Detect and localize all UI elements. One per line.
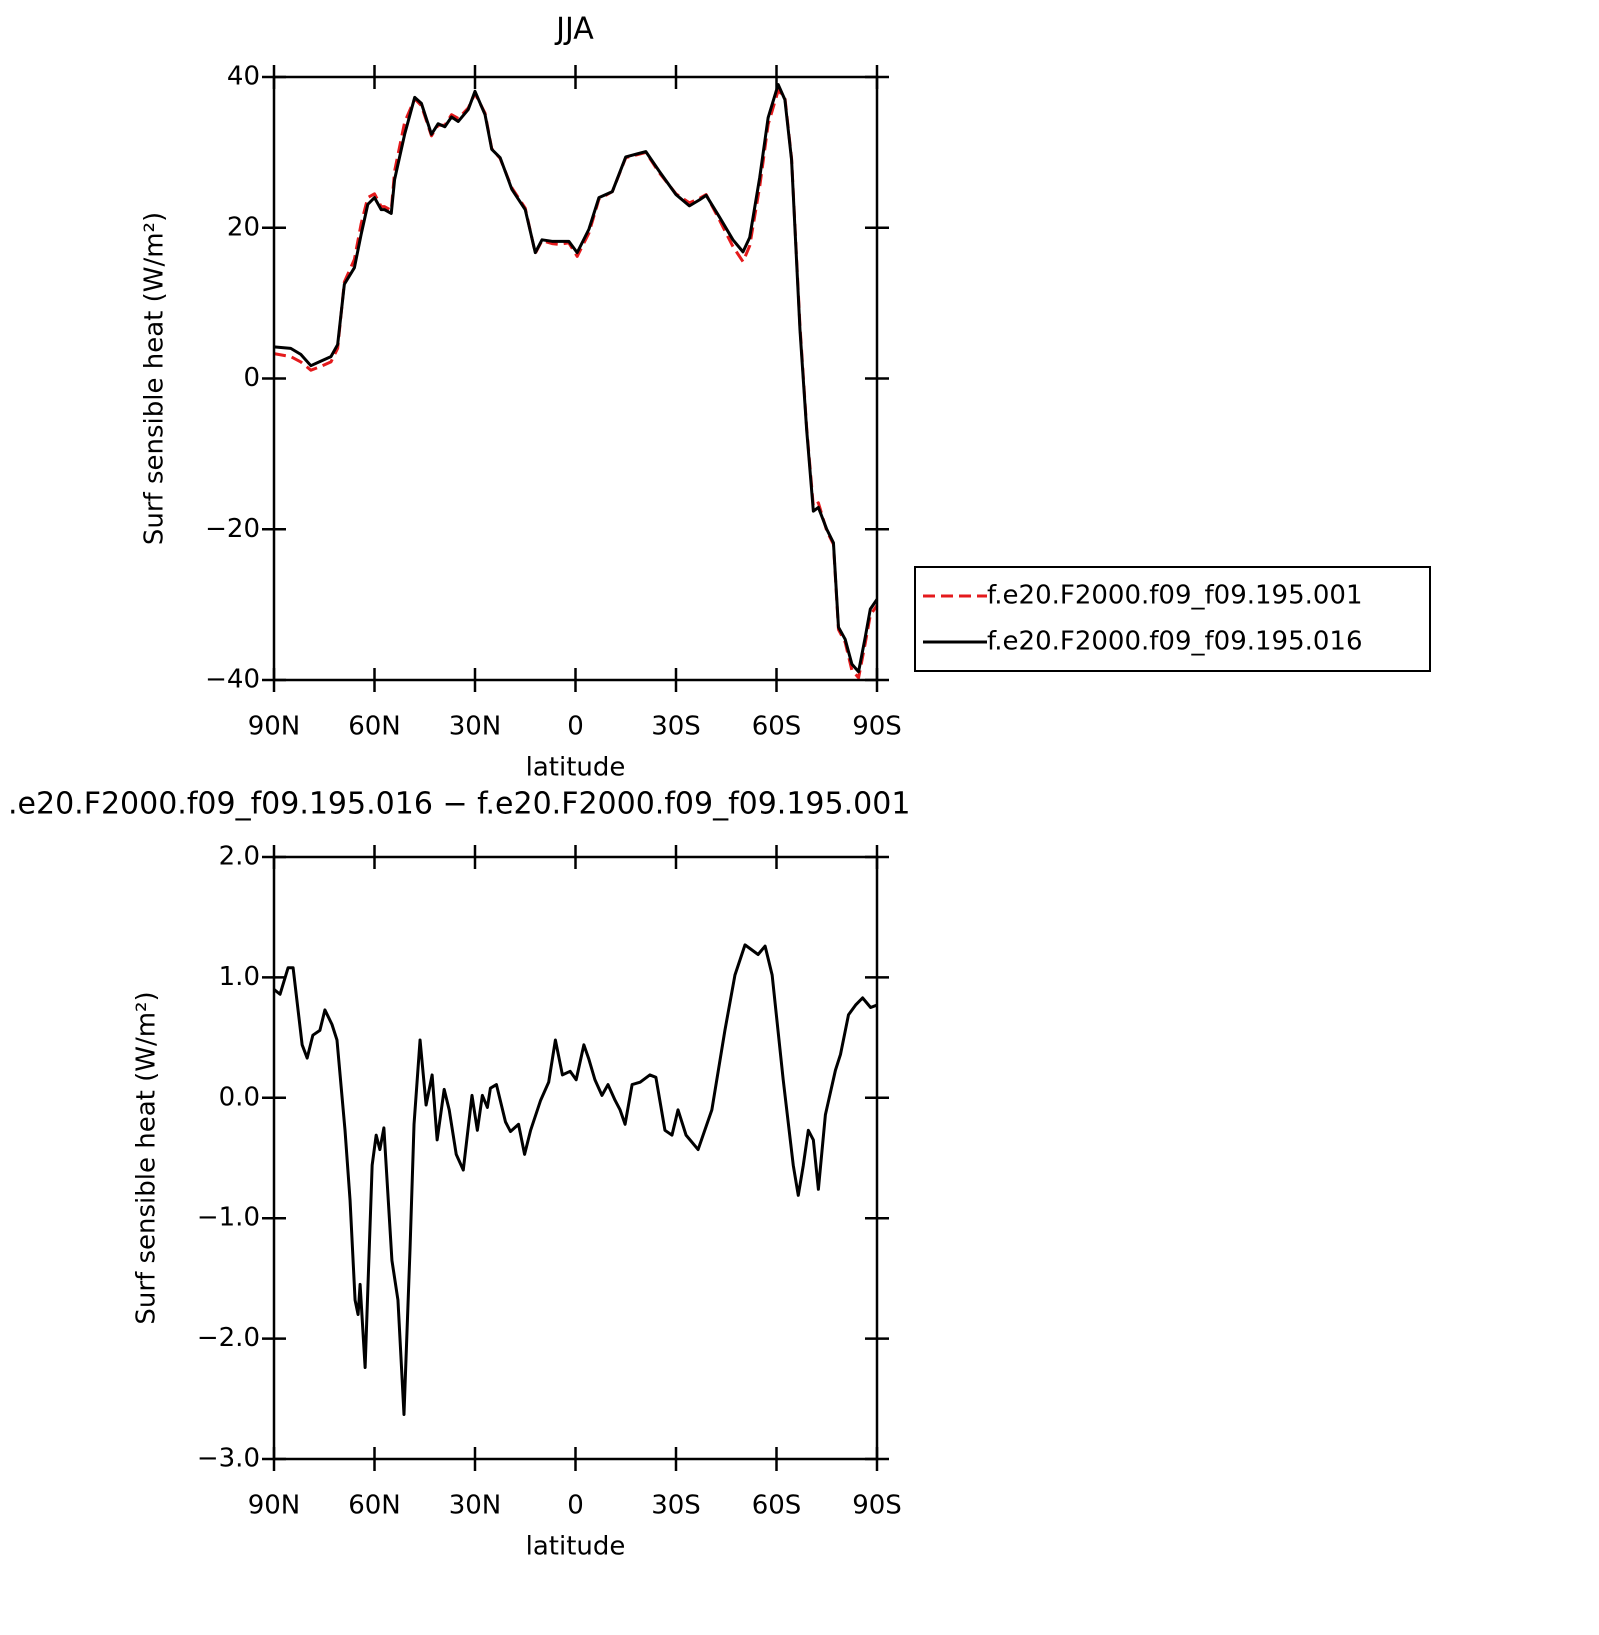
x-tick-label: 30S: [651, 712, 701, 742]
x-tick-label: 90N: [248, 1491, 301, 1521]
plot-frame: [272, 75, 879, 682]
x-tick-label: 60N: [348, 712, 401, 742]
x-tick-label: 60S: [752, 1491, 802, 1521]
legend-label: f.e20.F2000.f09_f09.195.016: [987, 627, 1363, 657]
x-tick-label: 60N: [348, 1491, 401, 1521]
y-tick-label: 20: [227, 212, 260, 242]
x-tick-label: 30S: [651, 1491, 701, 1521]
y-axis-label: Surf sensible heat (W/m²): [140, 212, 170, 545]
line-series: [273, 943, 878, 1416]
y-tick-label: −1.0: [197, 1203, 260, 1233]
y-tick-label: −2.0: [197, 1323, 260, 1353]
x-tick-label: 90S: [852, 712, 902, 742]
line-series: [273, 89, 879, 680]
chart-title: .e20.F2000.f09_f09.195.016 − f.e20.F2000…: [8, 787, 910, 822]
x-tick-label: 60S: [752, 712, 802, 742]
y-axis-label: Surf sensible heat (W/m²): [132, 991, 162, 1324]
x-axis-label: latitude: [526, 753, 626, 783]
x-tick-label: 90N: [248, 712, 301, 742]
legend-box: [914, 566, 1431, 672]
x-axis-label: latitude: [526, 1532, 626, 1562]
x-tick-label: 0: [567, 1491, 584, 1521]
y-tick-label: −40: [205, 665, 260, 695]
y-tick-label: 1.0: [219, 962, 260, 992]
x-tick-label: 90S: [852, 1491, 902, 1521]
x-tick-label: 0: [567, 712, 584, 742]
legend-label: f.e20.F2000.f09_f09.195.001: [987, 581, 1363, 611]
chart-title: JJA: [554, 12, 594, 47]
x-tick-label: 30N: [449, 1491, 502, 1521]
y-tick-label: −3.0: [197, 1444, 260, 1474]
y-tick-label: 40: [227, 62, 260, 92]
y-tick-label: 0: [243, 363, 260, 393]
y-tick-label: 0.0: [219, 1082, 260, 1112]
y-tick-label: 2.0: [219, 842, 260, 872]
line-series: [273, 83, 879, 674]
x-tick-label: 30N: [449, 712, 502, 742]
y-tick-label: −20: [205, 514, 260, 544]
